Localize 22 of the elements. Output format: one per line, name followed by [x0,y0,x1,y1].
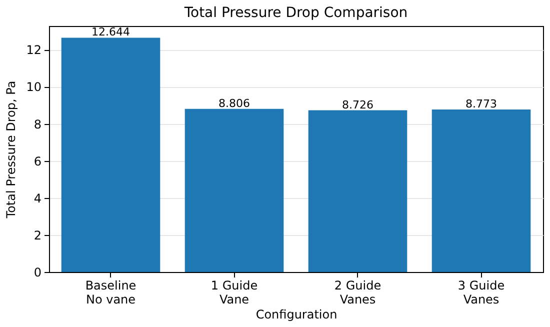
data-label: 8.773 [466,97,497,110]
y-tick-label: 8 [34,117,42,132]
y-tick-label: 0 [34,266,42,280]
x-tick-label: 1 Guide Vane [210,278,258,306]
x-tick-label: Baseline No vane [85,278,136,306]
x-tick-label: 2 Guide Vanes [334,278,382,306]
y-tick-label: 10 [26,80,42,94]
y-tick-label: 6 [34,154,42,168]
x-axis-title: Configuration [256,308,338,322]
y-axis-title: Total Pressure Drop, Pa [4,80,18,220]
y-tick-label: 2 [34,228,42,242]
y-tick-label: 4 [34,191,42,206]
data-label: 8.726 [342,98,374,112]
bar [61,38,160,272]
bar [308,110,408,272]
chart-title: Total Pressure Drop Comparison [183,5,408,21]
data-label: 8.806 [218,96,250,110]
y-tick-label: 12 [26,43,42,58]
data-label: 12.644 [92,26,130,39]
bar [184,108,284,272]
bar [432,109,531,272]
x-tick-label: 3 Guide Vanes [458,278,505,306]
